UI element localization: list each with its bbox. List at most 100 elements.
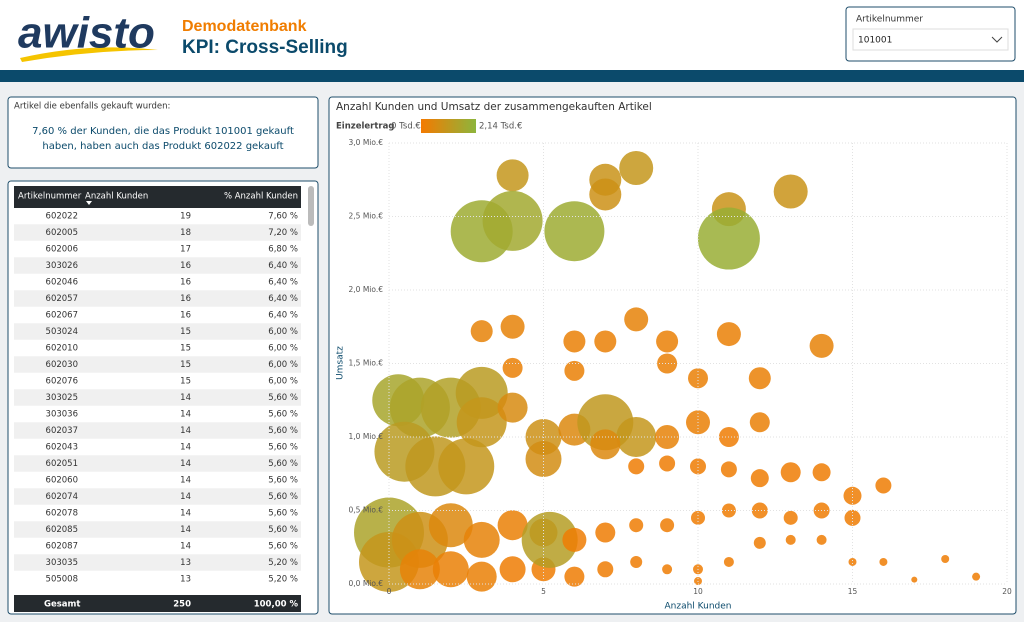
slicer-dropdown[interactable] bbox=[852, 28, 1009, 51]
table-cell: 5,60 % bbox=[268, 393, 298, 403]
column-header: Anzahl Kunden bbox=[85, 192, 148, 202]
table-cell: 602006 bbox=[46, 245, 78, 255]
bubble bbox=[399, 549, 440, 590]
bubble bbox=[972, 572, 981, 581]
slicer-value[interactable]: 101001 bbox=[858, 36, 892, 46]
table-cell: 6,40 % bbox=[268, 261, 298, 271]
bubble bbox=[428, 503, 473, 548]
plot bbox=[354, 150, 981, 592]
legend-max: 2,14 Tsd.€ bbox=[479, 122, 522, 132]
row-band bbox=[14, 257, 301, 274]
table-cell: 602030 bbox=[46, 360, 78, 370]
column-header: Artikelnummer bbox=[18, 192, 82, 202]
bubble bbox=[785, 534, 796, 545]
bubble bbox=[688, 368, 708, 389]
bubble bbox=[564, 566, 585, 587]
bubble bbox=[629, 518, 644, 533]
header-bar bbox=[0, 70, 1024, 82]
bubble bbox=[751, 502, 768, 519]
logo-swoosh bbox=[20, 47, 158, 62]
bubble bbox=[482, 190, 543, 251]
bubble bbox=[716, 322, 741, 347]
table-cell: 602074 bbox=[46, 492, 78, 502]
table-cell: 14 bbox=[180, 509, 191, 519]
sort-icon bbox=[86, 201, 92, 205]
table-cell: 5,60 % bbox=[268, 509, 298, 519]
bubble bbox=[657, 353, 678, 374]
table-cell: 303035 bbox=[46, 558, 78, 568]
table-cell: 14 bbox=[180, 426, 191, 436]
subtitle: Demodatenbank bbox=[182, 18, 307, 35]
bubble bbox=[723, 556, 734, 567]
y-axis-title: Umsatz bbox=[336, 346, 346, 380]
bubble bbox=[911, 576, 918, 583]
bubble bbox=[875, 477, 892, 494]
bubble bbox=[470, 320, 493, 343]
bubble bbox=[690, 458, 706, 475]
bubble bbox=[521, 511, 578, 568]
table-cell: 7,60 % bbox=[268, 212, 298, 222]
bubble bbox=[809, 333, 834, 358]
row-band bbox=[14, 455, 301, 472]
table-cell: 19 bbox=[180, 212, 191, 222]
y-tick-label: 1,0 Mio.€ bbox=[349, 432, 384, 441]
card-line: haben, haben auch das Produkt 602022 gek… bbox=[42, 141, 283, 152]
bubble bbox=[500, 314, 525, 339]
table-cell: 7,20 % bbox=[268, 228, 298, 238]
table-cell: 5,60 % bbox=[268, 426, 298, 436]
table-cell: 602060 bbox=[46, 476, 78, 486]
table-cell: 18 bbox=[180, 228, 191, 238]
table-cell: 6,00 % bbox=[268, 360, 298, 370]
bubble bbox=[773, 174, 808, 209]
bubble bbox=[463, 521, 500, 558]
table-cell: 602067 bbox=[46, 311, 78, 321]
table-cell: 15 bbox=[180, 327, 191, 337]
bubble bbox=[659, 455, 676, 472]
table-cell: 14 bbox=[180, 476, 191, 486]
table-cell: 16 bbox=[180, 278, 191, 288]
table-cell: 15 bbox=[180, 377, 191, 387]
table-cell: 505008 bbox=[46, 575, 78, 585]
total-row bbox=[14, 595, 301, 612]
table: Artikelnummer Anzahl Kunden % Anzahl Kunde… bbox=[14, 192, 301, 612]
bubble bbox=[619, 150, 654, 185]
table-cell: 602022 bbox=[46, 212, 78, 222]
bubble bbox=[497, 392, 528, 423]
table-cell: 5,20 % bbox=[268, 558, 298, 568]
bubble bbox=[753, 536, 766, 549]
table-header bbox=[14, 186, 301, 208]
bubble bbox=[783, 510, 798, 525]
scrollbar[interactable] bbox=[308, 186, 314, 226]
row-band bbox=[14, 488, 301, 505]
row-band bbox=[14, 356, 301, 373]
bubble bbox=[525, 441, 562, 478]
table-cell: 602078 bbox=[46, 509, 78, 519]
x-tick-label: 0 bbox=[387, 587, 392, 596]
table-cell: 16 bbox=[180, 294, 191, 304]
table-cell: 6,80 % bbox=[268, 245, 298, 255]
bubble bbox=[843, 486, 862, 505]
x-axis-title: Anzahl Kunden bbox=[665, 602, 732, 612]
table-cell: 6,00 % bbox=[268, 377, 298, 387]
card-title: Artikel die ebenfalls gekauft wurden: bbox=[14, 102, 170, 112]
bubble bbox=[630, 555, 643, 568]
table-cell: 303025 bbox=[46, 393, 78, 403]
bubble bbox=[628, 458, 645, 475]
bubble bbox=[432, 551, 469, 588]
row-band bbox=[14, 290, 301, 307]
bubble bbox=[502, 357, 523, 378]
row-band bbox=[14, 323, 301, 340]
table-cell: 14 bbox=[180, 525, 191, 535]
row-band bbox=[14, 521, 301, 538]
bubble bbox=[844, 509, 861, 526]
bubble bbox=[624, 307, 649, 332]
bubble bbox=[438, 438, 495, 495]
bubble bbox=[662, 564, 673, 575]
table-cell: 5,60 % bbox=[268, 443, 298, 453]
bubble bbox=[656, 330, 679, 353]
table-cell: 15 bbox=[180, 360, 191, 370]
table-cell: 5,60 % bbox=[268, 542, 298, 552]
bubble bbox=[749, 412, 770, 433]
table-cell: 303026 bbox=[46, 261, 78, 271]
